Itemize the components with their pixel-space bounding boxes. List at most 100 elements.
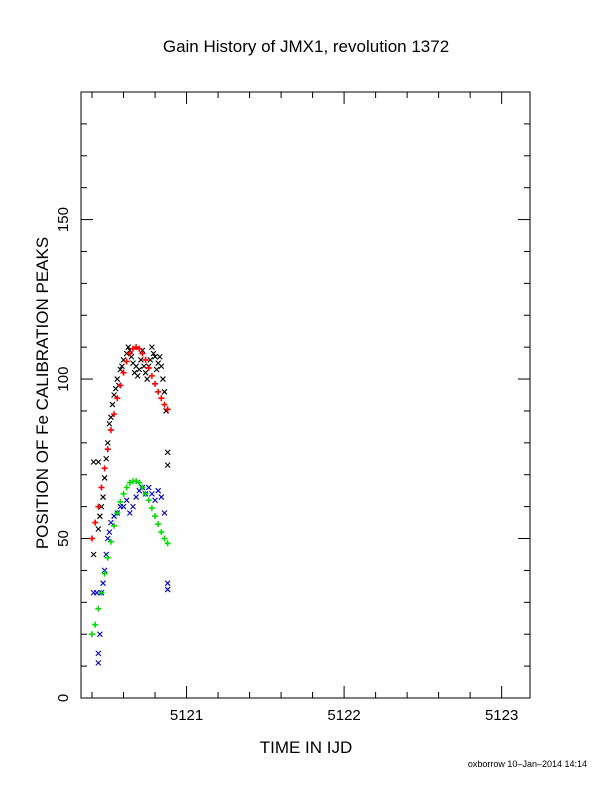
cross-marker bbox=[108, 519, 114, 526]
cross-marker bbox=[147, 357, 154, 363]
plus-marker bbox=[123, 358, 130, 365]
chart-title: Gain History of JMX1, revolution 1372 bbox=[163, 37, 449, 56]
cross-marker bbox=[160, 376, 166, 382]
cross-marker bbox=[123, 497, 130, 504]
series-2 bbox=[89, 344, 171, 542]
cross-marker bbox=[108, 414, 114, 421]
cross-marker bbox=[141, 363, 147, 370]
plus-marker bbox=[142, 490, 149, 497]
plus-marker bbox=[164, 540, 171, 547]
plus-marker bbox=[114, 510, 121, 517]
plus-marker bbox=[148, 372, 155, 379]
cross-marker bbox=[125, 344, 132, 351]
cross-marker bbox=[100, 494, 106, 500]
plus-marker bbox=[101, 465, 108, 472]
plus-marker bbox=[145, 497, 152, 504]
x-tick-label: 5123 bbox=[485, 707, 518, 724]
axis-ticks bbox=[81, 91, 530, 699]
cross-marker bbox=[133, 494, 140, 500]
cross-marker bbox=[109, 401, 116, 408]
cross-marker bbox=[104, 535, 111, 542]
x-tick-label: 5121 bbox=[170, 707, 203, 724]
plus-marker bbox=[164, 406, 171, 413]
cross-marker bbox=[152, 497, 158, 504]
data-marks bbox=[89, 344, 171, 666]
plus-marker bbox=[133, 478, 140, 485]
cross-marker bbox=[103, 455, 110, 462]
cross-marker bbox=[150, 350, 157, 357]
cross-marker bbox=[134, 372, 141, 379]
plus-marker bbox=[145, 364, 152, 371]
plus-marker bbox=[111, 522, 118, 529]
plus-marker bbox=[161, 535, 168, 542]
cross-marker bbox=[164, 586, 171, 593]
plus-marker bbox=[89, 631, 96, 638]
cross-marker bbox=[158, 494, 165, 500]
cross-marker bbox=[164, 462, 171, 469]
plus-marker bbox=[123, 484, 130, 491]
cross-marker bbox=[111, 392, 117, 398]
cross-marker bbox=[101, 567, 108, 574]
y-tick-label: 150 bbox=[55, 207, 72, 232]
cross-marker bbox=[95, 650, 102, 657]
y-tick-label: 100 bbox=[55, 367, 72, 392]
series-3 bbox=[90, 484, 171, 666]
cross-marker bbox=[95, 459, 102, 465]
cross-marker bbox=[161, 388, 168, 395]
cross-marker bbox=[114, 376, 121, 382]
plus-marker bbox=[158, 395, 165, 402]
plus-marker bbox=[92, 519, 99, 526]
cross-marker bbox=[149, 344, 155, 351]
plus-marker bbox=[89, 535, 96, 542]
cross-marker bbox=[95, 526, 102, 532]
plus-marker bbox=[95, 605, 102, 612]
plus-marker bbox=[129, 345, 136, 352]
y-axis-label: POSITION OF Fe CALIBRATION PEAKS bbox=[33, 237, 52, 549]
plus-marker bbox=[114, 395, 121, 402]
y-tick-label: 50 bbox=[55, 530, 72, 547]
cross-marker bbox=[126, 510, 133, 516]
plus-marker bbox=[155, 521, 162, 528]
plus-marker bbox=[126, 350, 133, 357]
plus-marker bbox=[142, 356, 149, 363]
cross-marker bbox=[90, 459, 97, 465]
plus-marker bbox=[152, 380, 159, 387]
axis-tick-labels: 5121 5122 5123 0 50 100 150 bbox=[55, 207, 518, 724]
plus-marker bbox=[136, 345, 143, 352]
cross-marker bbox=[158, 363, 165, 370]
plus-marker bbox=[161, 401, 168, 408]
plus-marker bbox=[120, 490, 127, 497]
cross-marker bbox=[153, 366, 160, 373]
plus-marker bbox=[139, 350, 146, 357]
cross-marker bbox=[161, 510, 168, 516]
cross-marker bbox=[98, 503, 105, 510]
x-axis-label: TIME IN IJD bbox=[260, 738, 353, 757]
plus-marker bbox=[101, 570, 108, 577]
cross-marker bbox=[95, 660, 102, 666]
cross-marker bbox=[164, 449, 171, 456]
cross-marker bbox=[104, 439, 111, 446]
series-4 bbox=[89, 478, 171, 638]
plus-marker bbox=[98, 589, 105, 596]
cross-marker bbox=[93, 589, 100, 596]
cross-marker bbox=[136, 366, 143, 373]
plus-marker bbox=[136, 479, 143, 486]
plot-frame bbox=[80, 91, 531, 699]
cross-marker bbox=[90, 551, 97, 558]
cross-marker bbox=[152, 353, 158, 360]
footer-stamp: oxborrow 10–Jan–2014 14:14 bbox=[468, 759, 587, 769]
plus-marker bbox=[148, 505, 155, 512]
plus-marker bbox=[139, 484, 146, 491]
plus-marker bbox=[104, 554, 111, 561]
cross-marker bbox=[97, 513, 103, 520]
cross-marker bbox=[101, 475, 108, 481]
cross-marker bbox=[145, 484, 152, 491]
cross-marker bbox=[164, 580, 171, 587]
cross-marker bbox=[155, 487, 162, 494]
cross-marker bbox=[142, 369, 149, 376]
plus-marker bbox=[117, 382, 124, 389]
cross-marker bbox=[144, 376, 151, 382]
plus-marker bbox=[120, 369, 127, 376]
cross-marker bbox=[106, 420, 113, 427]
plus-marker bbox=[126, 479, 133, 486]
